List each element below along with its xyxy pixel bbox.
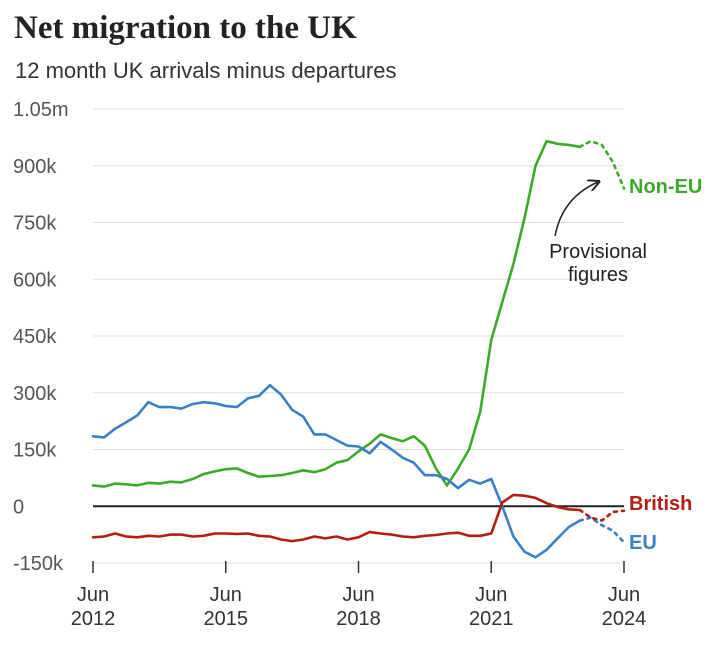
- series-lines: [91, 139, 626, 559]
- series-labels: Non-EU EU British: [629, 176, 702, 554]
- y-tick-label: 750k: [13, 213, 57, 235]
- y-tick-label: -150k: [13, 553, 64, 575]
- y-tick-label: 0: [13, 496, 24, 518]
- non-eu-series-line: [91, 139, 582, 488]
- y-tick-label: 450k: [13, 326, 57, 348]
- y-tick-label: 150k: [13, 440, 57, 462]
- eu-series-line: [91, 383, 582, 559]
- x-tick-month: Jun: [210, 584, 242, 606]
- axes: -150k0150k300k450k600k750k900k1.05mJun20…: [13, 99, 646, 630]
- x-tick-year: 2012: [71, 608, 116, 630]
- chart-subtitle: 12 month UK arrivals minus departures: [15, 58, 397, 83]
- x-tick-month: Jun: [608, 584, 640, 606]
- annotation-line-2: figures: [568, 264, 628, 286]
- gridlines: [93, 108, 624, 564]
- eu-provisional-line: [578, 516, 626, 544]
- annotation-line-1: Provisional: [549, 241, 647, 263]
- non-eu-series-label: Non-EU: [629, 176, 702, 198]
- y-tick-label: 900k: [13, 156, 57, 178]
- eu-series-label: EU: [629, 532, 657, 554]
- y-tick-label: 600k: [13, 269, 57, 291]
- x-tick-year: 2018: [336, 608, 381, 630]
- x-tick-year: 2021: [469, 608, 514, 630]
- chart-title: Net migration to the UK: [14, 10, 357, 46]
- x-tick-month: Jun: [475, 584, 507, 606]
- y-tick-label: 300k: [13, 383, 57, 405]
- x-tick-month: Jun: [77, 584, 109, 606]
- british-series-label: British: [629, 493, 692, 515]
- british-series-line: [91, 493, 582, 543]
- annotation-arrow: [554, 182, 598, 237]
- non-eu-provisional-line: [578, 139, 626, 190]
- x-tick-year: 2024: [602, 608, 647, 630]
- x-tick-month: Jun: [342, 584, 374, 606]
- y-tick-label: 1.05m: [13, 99, 69, 121]
- x-tick-year: 2015: [204, 608, 249, 630]
- british-provisional-line: [578, 508, 626, 523]
